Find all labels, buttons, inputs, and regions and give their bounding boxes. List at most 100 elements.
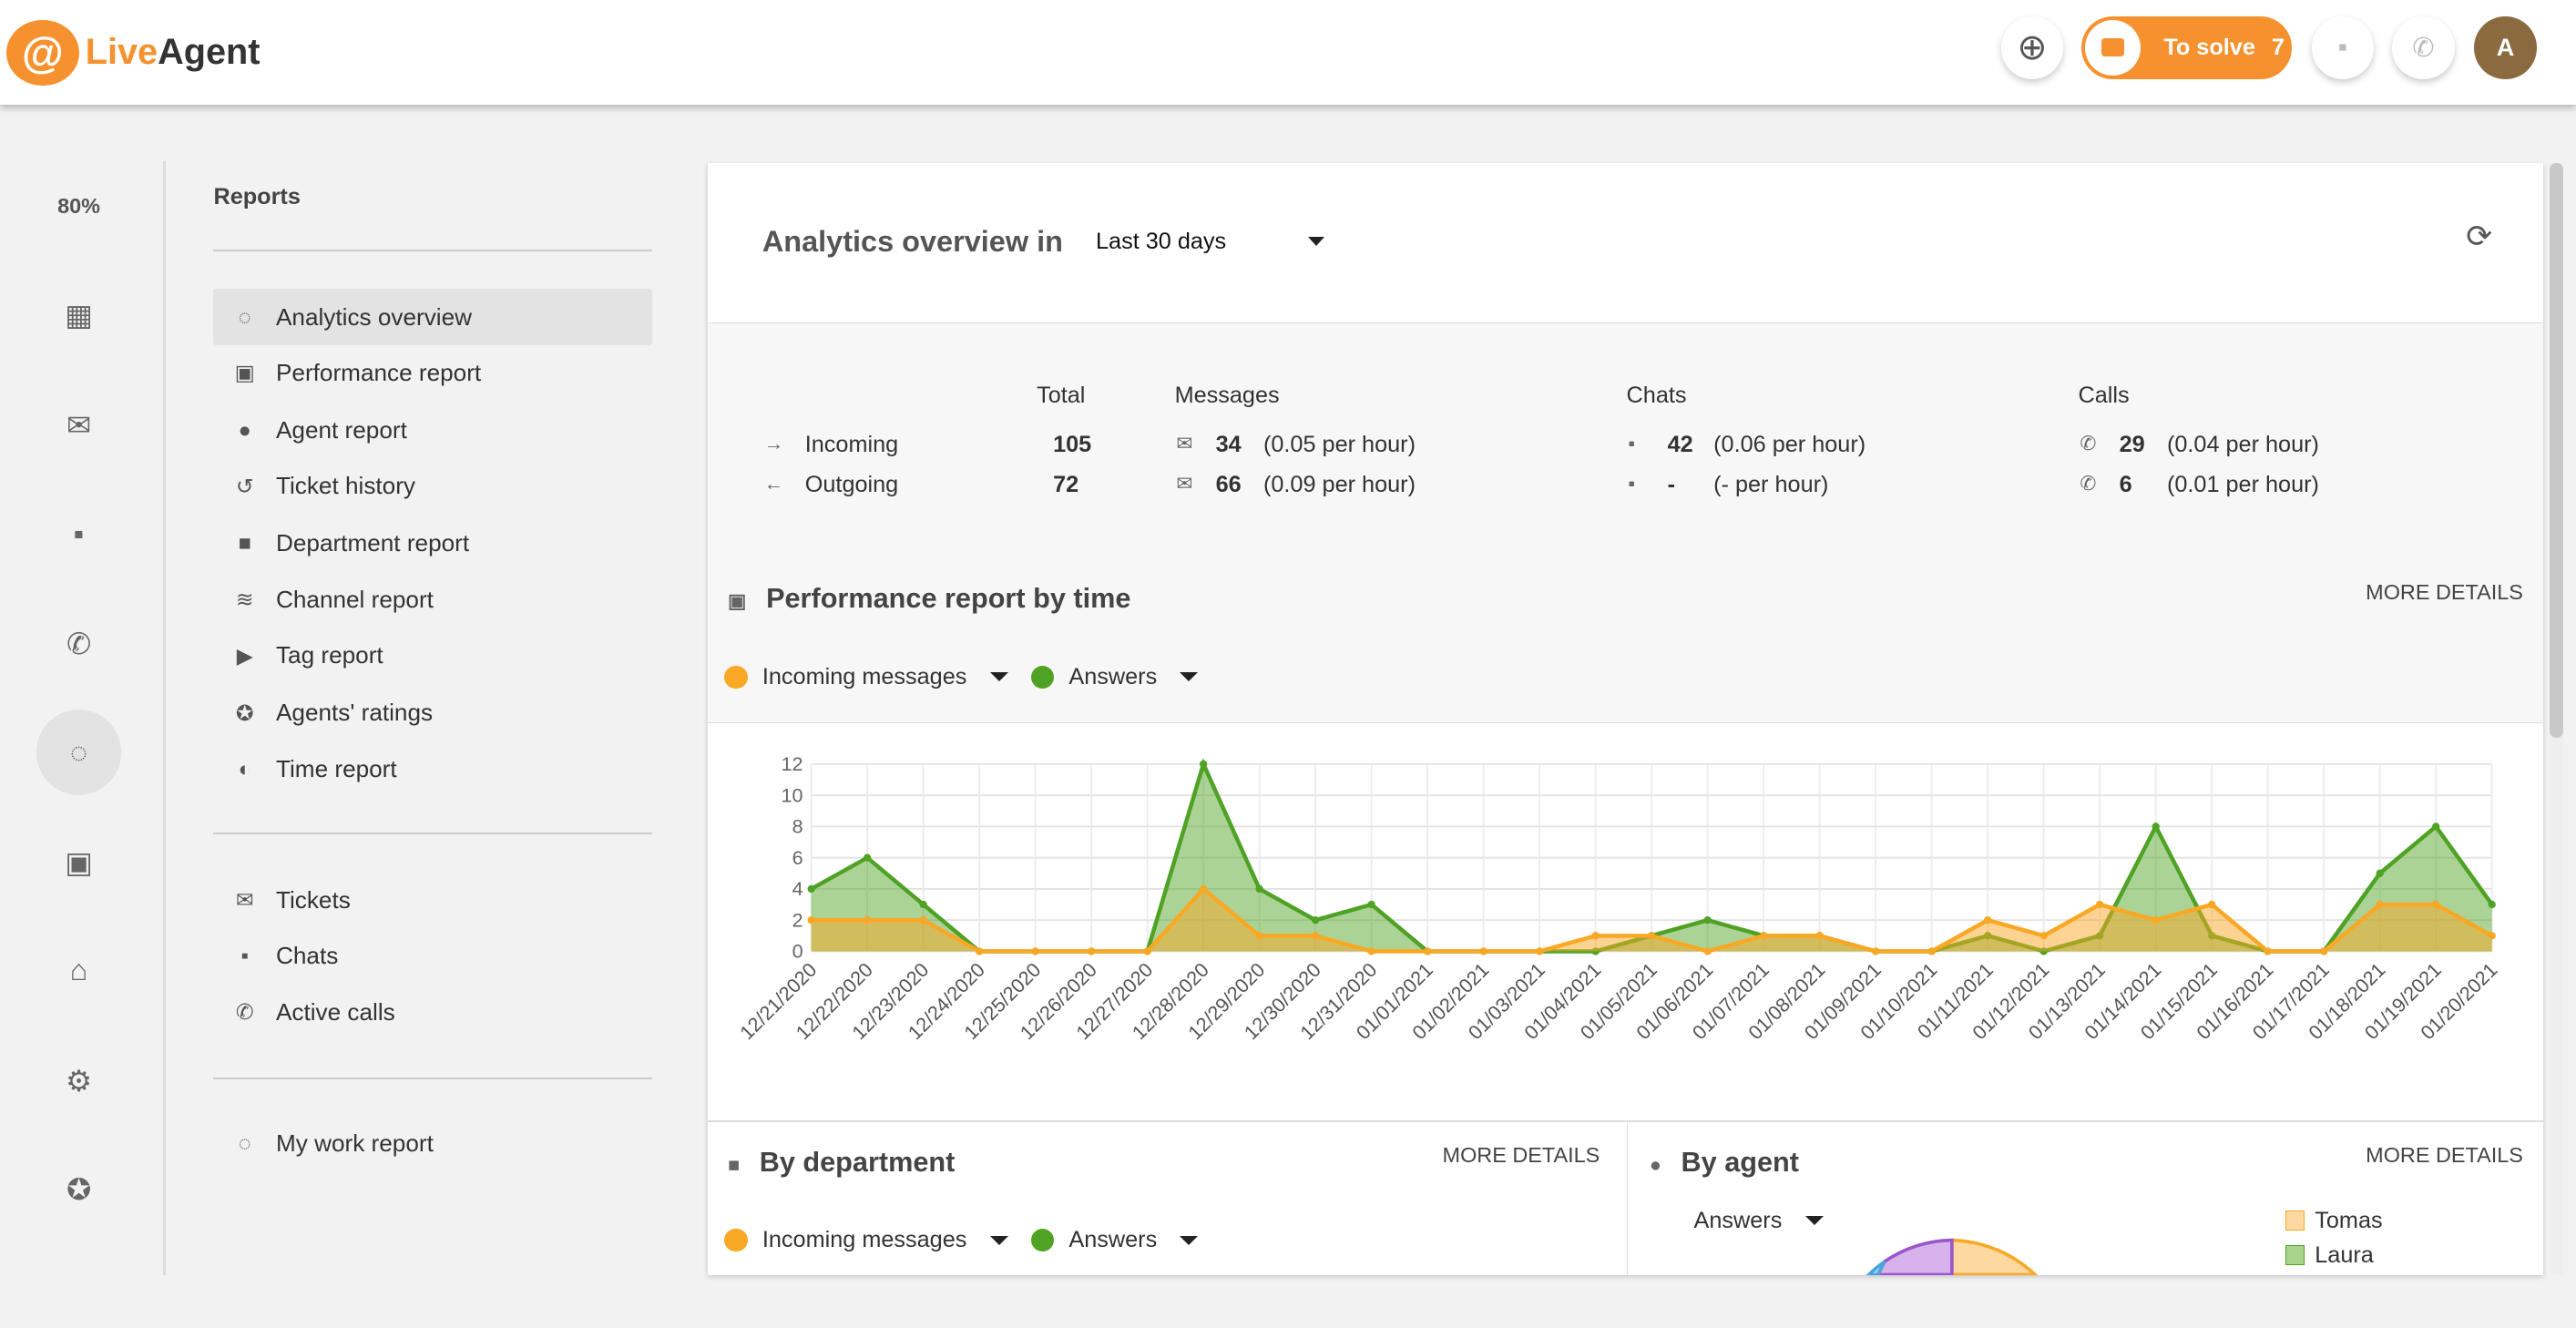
- stat-calls-rate: (0.01 per hour): [2166, 471, 2319, 497]
- logo-mark: @: [6, 19, 79, 86]
- performance-more-details[interactable]: MORE DETAILS: [2366, 579, 2523, 604]
- plus-circle-icon: ⊕: [2017, 27, 2048, 68]
- sidebar-item[interactable]: ◌ Analytics overview: [213, 289, 652, 345]
- stat-messages: 66: [1215, 471, 1242, 497]
- legend-dot-answers: [1030, 1229, 1055, 1252]
- chat-icon: ▪: [1628, 432, 1636, 455]
- page-title: Analytics overview in: [762, 225, 1063, 259]
- dashboard-icon[interactable]: ▦: [65, 299, 93, 332]
- stat-chats-rate: (0.06 per hour): [1713, 432, 1866, 458]
- data-point: [1703, 915, 1712, 924]
- reports-icon[interactable]: ◌: [36, 710, 122, 795]
- chevron-down-icon[interactable]: [1180, 1235, 1199, 1245]
- divider: [213, 1078, 652, 1079]
- sidebar-item[interactable]: ▣ Performance report: [213, 345, 652, 401]
- stat-total: 105: [1053, 432, 1092, 458]
- clock-icon: ◐: [238, 756, 251, 781]
- logo-agent: Agent: [158, 32, 261, 73]
- phone-icon: ✆: [235, 1000, 254, 1024]
- chat-icon[interactable]: ▪: [73, 516, 85, 550]
- phone-icon[interactable]: ✆: [66, 627, 92, 660]
- sidebar-item[interactable]: ■ Department report: [213, 516, 652, 571]
- star-icon[interactable]: ✪: [66, 1172, 92, 1206]
- data-point: [1648, 931, 1656, 940]
- stat-messages-rate: (0.09 per hour): [1262, 471, 1416, 497]
- scrollbar[interactable]: [2550, 162, 2563, 1275]
- data-point: [864, 915, 872, 924]
- agent-metric-select[interactable]: Answers: [1694, 1208, 1846, 1234]
- sidebar-item[interactable]: ≋ Channel report: [213, 572, 652, 628]
- performance-legend: Incoming messages Answers: [724, 664, 1221, 690]
- sidebar-item-label: Tag report: [275, 641, 383, 669]
- series-area-1: [811, 888, 2493, 952]
- y-tick-label: 4: [792, 877, 803, 900]
- top-bar: @ LiveAgent ⊕ To solve 7 ▪ ✆ A: [0, 0, 2576, 106]
- logo[interactable]: @ LiveAgent: [6, 19, 261, 86]
- data-point: [1815, 931, 1825, 940]
- sidebar-item[interactable]: ✪ Agents' ratings: [213, 685, 652, 741]
- chevron-down-icon[interactable]: [989, 1235, 1008, 1245]
- tag-icon: ▶: [236, 643, 253, 668]
- pie-slice-tomas: [1949, 1238, 2038, 1275]
- data-point: [1536, 947, 1544, 955]
- chat-button[interactable]: ▪: [2311, 16, 2375, 79]
- header-chats: Chats: [1626, 383, 1687, 409]
- sidebar-item[interactable]: ◐ Time report: [213, 741, 652, 796]
- to-solve-button[interactable]: To solve 7: [2081, 16, 2293, 79]
- add-button[interactable]: ⊕: [2000, 16, 2064, 79]
- data-point: [2264, 947, 2273, 955]
- stats-summary: Total Messages Chats Calls → Incoming 10…: [708, 323, 2543, 723]
- to-solve-label: To solve: [2163, 34, 2255, 60]
- rss-icon: ≋: [235, 587, 254, 612]
- agent-more-details[interactable]: MORE DETAILS: [2366, 1143, 2523, 1168]
- stat-messages-rate: (0.05 per hour): [1262, 432, 1416, 458]
- email-icon[interactable]: ✉: [66, 409, 92, 443]
- donut-icon: ◌: [238, 1130, 251, 1155]
- company-icon[interactable]: ⌂: [69, 954, 88, 987]
- sidebar-item[interactable]: ✉ Tickets: [213, 873, 652, 928]
- arrow-icon: →: [763, 432, 784, 455]
- agent-legend-laura: Laura: [2285, 1242, 2374, 1269]
- donut-icon: ◌: [238, 304, 251, 329]
- department-more-details[interactable]: MORE DETAILS: [1442, 1143, 1600, 1168]
- divider: [213, 250, 652, 251]
- sidebar-item-label: Analytics overview: [275, 302, 472, 331]
- phone-icon: ✆: [2412, 33, 2435, 63]
- data-point: [1479, 947, 1488, 955]
- divider: [708, 1120, 2543, 1122]
- contacts-icon[interactable]: ▣: [65, 845, 93, 879]
- sidebar-title: Reports: [213, 183, 301, 209]
- y-tick-label: 12: [782, 752, 803, 775]
- data-point: [1760, 931, 1768, 940]
- sidebar-item[interactable]: ↺ Ticket history: [213, 458, 652, 514]
- chip-icon: ▣: [234, 361, 255, 385]
- settings-icon[interactable]: ⚙: [66, 1064, 93, 1098]
- sidebar-item[interactable]: ◌ My work report: [213, 1116, 652, 1171]
- refresh-icon[interactable]: ⟳: [2466, 219, 2492, 254]
- data-point: [807, 884, 816, 893]
- chat-icon: ▪: [2337, 32, 2348, 62]
- data-point: [1200, 884, 1208, 893]
- period-select[interactable]: Last 30 days: [1095, 228, 1227, 254]
- call-button[interactable]: ✆: [2392, 16, 2455, 79]
- sidebar-item[interactable]: ● Agent report: [213, 403, 652, 458]
- sidebar-item[interactable]: ✆ Active calls: [213, 984, 652, 1039]
- data-point: [2432, 822, 2440, 831]
- chat-icon: ▪: [240, 944, 249, 968]
- sidebar-item[interactable]: ▪ Chats: [213, 928, 652, 984]
- data-point: [1984, 915, 1992, 924]
- sidebar-item[interactable]: ▶ Tag report: [213, 628, 652, 683]
- y-tick-label: 6: [792, 846, 803, 869]
- chevron-down-icon[interactable]: [1307, 236, 1324, 246]
- avatar[interactable]: A: [2474, 16, 2537, 79]
- data-point: [1312, 931, 1320, 940]
- data-point: [2488, 900, 2497, 909]
- folder-icon: ■: [238, 531, 251, 556]
- chevron-down-icon[interactable]: [989, 672, 1008, 681]
- sidebar-item-label: Tickets: [275, 885, 351, 914]
- chevron-down-icon[interactable]: [1180, 672, 1199, 681]
- star-icon: ✪: [235, 700, 254, 725]
- stat-chats: 42: [1667, 432, 1693, 458]
- header-messages: Messages: [1174, 383, 1280, 409]
- chevron-down-icon[interactable]: [1804, 1216, 1824, 1225]
